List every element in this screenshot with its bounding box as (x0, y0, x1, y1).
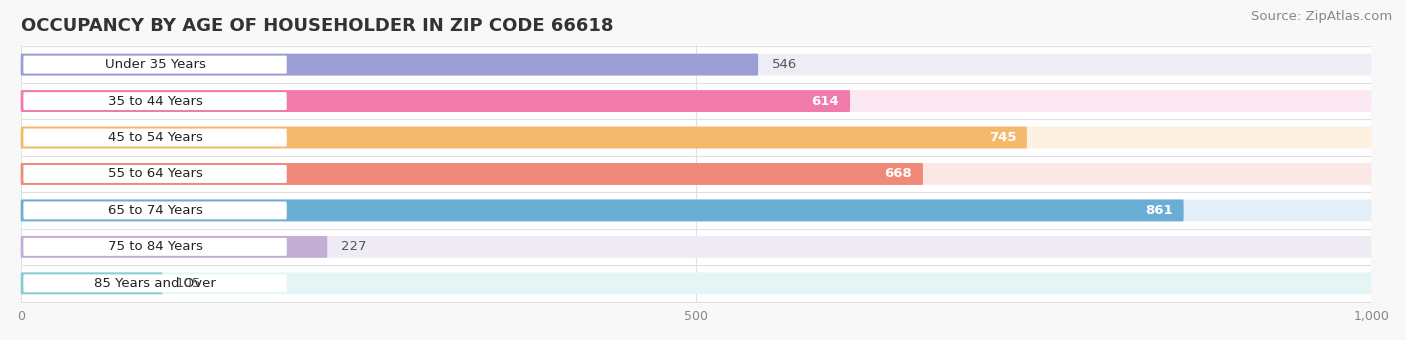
Text: Source: ZipAtlas.com: Source: ZipAtlas.com (1251, 10, 1392, 23)
Text: 35 to 44 Years: 35 to 44 Years (108, 95, 202, 107)
FancyBboxPatch shape (24, 202, 287, 219)
Text: 55 to 64 Years: 55 to 64 Years (108, 168, 202, 181)
FancyBboxPatch shape (24, 129, 287, 147)
FancyBboxPatch shape (21, 272, 1371, 294)
Text: 105: 105 (176, 277, 201, 290)
Text: 614: 614 (811, 95, 839, 107)
FancyBboxPatch shape (21, 163, 1371, 185)
FancyBboxPatch shape (21, 54, 758, 75)
FancyBboxPatch shape (24, 56, 287, 73)
FancyBboxPatch shape (21, 126, 1371, 149)
Text: 227: 227 (340, 240, 367, 253)
FancyBboxPatch shape (21, 54, 1371, 75)
Text: Under 35 Years: Under 35 Years (104, 58, 205, 71)
FancyBboxPatch shape (21, 90, 851, 112)
FancyBboxPatch shape (21, 236, 328, 258)
Text: 861: 861 (1146, 204, 1173, 217)
FancyBboxPatch shape (21, 200, 1184, 221)
Text: 45 to 54 Years: 45 to 54 Years (108, 131, 202, 144)
FancyBboxPatch shape (24, 274, 287, 292)
FancyBboxPatch shape (21, 126, 1026, 149)
Text: 85 Years and Over: 85 Years and Over (94, 277, 217, 290)
FancyBboxPatch shape (21, 236, 1371, 258)
FancyBboxPatch shape (21, 200, 1371, 221)
Text: 668: 668 (884, 168, 912, 181)
FancyBboxPatch shape (21, 163, 922, 185)
FancyBboxPatch shape (24, 238, 287, 256)
Text: 65 to 74 Years: 65 to 74 Years (108, 204, 202, 217)
FancyBboxPatch shape (24, 92, 287, 110)
FancyBboxPatch shape (24, 165, 287, 183)
Text: 546: 546 (772, 58, 797, 71)
Text: OCCUPANCY BY AGE OF HOUSEHOLDER IN ZIP CODE 66618: OCCUPANCY BY AGE OF HOUSEHOLDER IN ZIP C… (21, 17, 613, 35)
FancyBboxPatch shape (21, 272, 163, 294)
Text: 75 to 84 Years: 75 to 84 Years (108, 240, 202, 253)
Text: 745: 745 (988, 131, 1017, 144)
FancyBboxPatch shape (21, 90, 1371, 112)
